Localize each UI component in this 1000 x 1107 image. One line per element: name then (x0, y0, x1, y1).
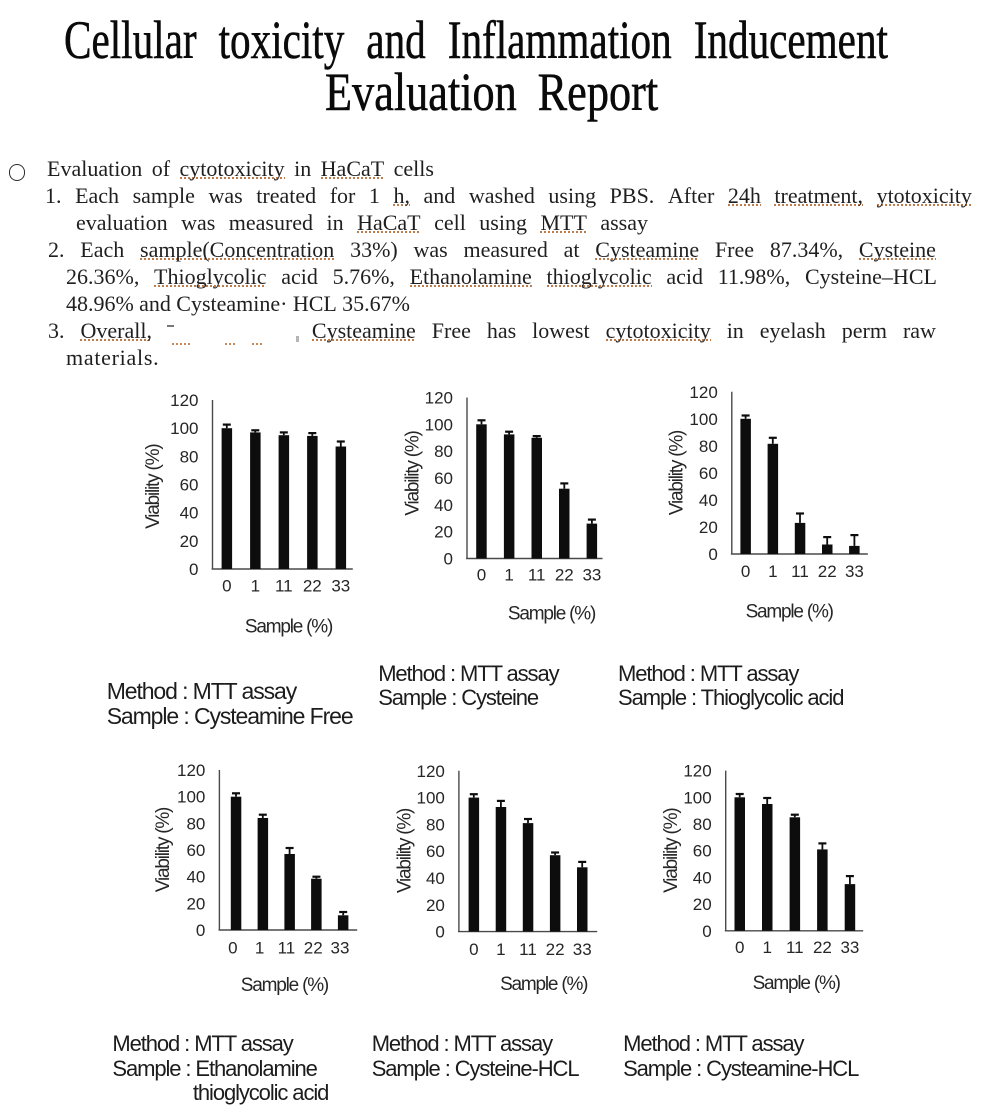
svg-text:Viability (%): Viability (%) (394, 808, 415, 893)
svg-text:Sample (%): Sample (%) (500, 974, 588, 995)
svg-text:33: 33 (840, 938, 859, 957)
svg-text:20: 20 (693, 895, 712, 914)
svg-text:20: 20 (180, 532, 199, 551)
svg-text:Viability (%): Viability (%) (153, 807, 174, 892)
svg-text:1: 1 (762, 938, 771, 957)
svg-text:100: 100 (417, 789, 445, 808)
svg-text:120: 120 (689, 383, 717, 402)
svg-text:60: 60 (693, 842, 712, 861)
svg-text:0: 0 (444, 550, 453, 569)
svg-text:22: 22 (818, 562, 837, 581)
svg-text:0: 0 (228, 939, 237, 958)
svg-text:40: 40 (693, 868, 712, 887)
svg-text:33: 33 (582, 566, 601, 585)
svg-text:120: 120 (425, 389, 453, 408)
svg-text:80: 80 (699, 437, 718, 456)
svg-text:0: 0 (189, 560, 198, 579)
svg-text:40: 40 (699, 491, 718, 510)
svg-text:22: 22 (546, 940, 565, 959)
svg-text:22: 22 (304, 939, 323, 958)
svg-text:40: 40 (180, 504, 199, 523)
svg-text:80: 80 (180, 447, 199, 466)
svg-text:100: 100 (683, 788, 711, 807)
svg-text:60: 60 (180, 476, 199, 495)
svg-text:40: 40 (426, 869, 445, 888)
svg-text:1: 1 (504, 566, 513, 585)
svg-text:Sample (%): Sample (%) (241, 975, 329, 996)
svg-text:20: 20 (426, 896, 445, 915)
svg-text:22: 22 (813, 938, 832, 957)
svg-text:80: 80 (434, 442, 453, 461)
svg-text:Viability (%): Viability (%) (403, 430, 424, 515)
svg-text:22: 22 (555, 566, 574, 585)
svg-text:Sample (%): Sample (%) (753, 973, 841, 994)
svg-text:22: 22 (303, 577, 322, 596)
svg-text:11: 11 (791, 562, 809, 581)
svg-text:20: 20 (186, 894, 205, 913)
svg-text:0: 0 (469, 940, 478, 959)
svg-text:Sample (%): Sample (%) (508, 604, 596, 625)
svg-text:Viability (%): Viability (%) (143, 444, 164, 529)
svg-text:0: 0 (477, 566, 486, 585)
svg-text:0: 0 (741, 562, 750, 581)
svg-text:100: 100 (689, 410, 717, 429)
svg-text:120: 120 (177, 761, 205, 780)
svg-text:11: 11 (519, 940, 537, 959)
svg-text:Viability (%): Viability (%) (661, 808, 682, 893)
svg-text:0: 0 (222, 577, 231, 596)
svg-text:33: 33 (573, 940, 592, 959)
svg-text:11: 11 (528, 566, 546, 585)
svg-text:0: 0 (708, 545, 717, 564)
svg-text:100: 100 (170, 419, 198, 438)
svg-text:Sample (%): Sample (%) (245, 617, 333, 638)
svg-text:33: 33 (845, 562, 864, 581)
svg-text:40: 40 (434, 496, 453, 515)
svg-text:80: 80 (186, 814, 205, 833)
svg-text:60: 60 (426, 842, 445, 861)
svg-text:20: 20 (699, 518, 718, 537)
svg-text:40: 40 (186, 868, 205, 887)
svg-text:0: 0 (702, 922, 711, 941)
svg-text:0: 0 (735, 938, 744, 957)
svg-text:20: 20 (434, 523, 453, 542)
svg-text:120: 120 (683, 762, 711, 781)
svg-text:1: 1 (255, 939, 264, 958)
svg-text:60: 60 (699, 464, 718, 483)
svg-text:100: 100 (177, 788, 205, 807)
svg-text:11: 11 (278, 939, 296, 958)
svg-text:60: 60 (434, 469, 453, 488)
svg-text:Viability (%): Viability (%) (667, 430, 688, 515)
svg-text:1: 1 (768, 562, 777, 581)
svg-text:11: 11 (786, 938, 804, 957)
svg-text:Sample (%): Sample (%) (746, 602, 834, 623)
svg-text:1: 1 (251, 577, 260, 596)
svg-text:33: 33 (331, 577, 350, 596)
svg-text:1: 1 (496, 940, 505, 959)
svg-text:33: 33 (331, 939, 350, 958)
svg-text:100: 100 (425, 415, 453, 434)
svg-text:60: 60 (186, 841, 205, 860)
svg-text:0: 0 (196, 921, 205, 940)
svg-text:11: 11 (275, 577, 293, 596)
svg-text:120: 120 (417, 762, 445, 781)
svg-text:0: 0 (435, 923, 444, 942)
svg-text:80: 80 (693, 815, 712, 834)
svg-text:120: 120 (170, 391, 198, 410)
svg-text:80: 80 (426, 815, 445, 834)
